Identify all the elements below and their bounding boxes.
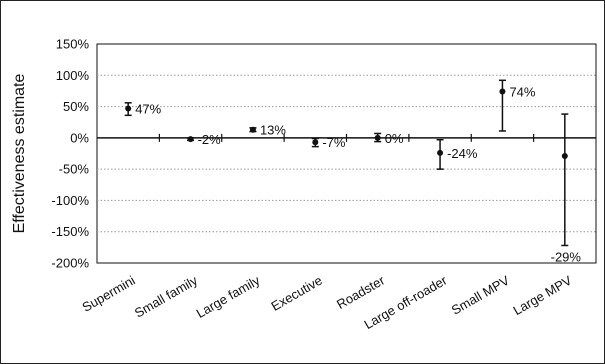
data-label: -24% (447, 146, 478, 161)
data-point (561, 153, 568, 160)
data-label: -7% (322, 135, 346, 150)
data-point (437, 149, 444, 156)
data-point (125, 105, 132, 112)
data-point (312, 139, 319, 146)
y-tick-label: 100% (56, 68, 90, 83)
category-label: Small MPV (449, 272, 512, 317)
category-label: Large family (194, 272, 263, 321)
category-label: Executive (268, 273, 324, 314)
category-label: Small family (132, 272, 201, 320)
y-tick-label: 50% (63, 99, 89, 114)
data-label: 0% (385, 131, 404, 146)
y-axis-label: Effectiveness estimate (11, 74, 28, 234)
data-label: 74% (509, 85, 535, 100)
data-point (187, 136, 194, 143)
y-tick-label: 0% (70, 130, 89, 145)
data-label: -2% (198, 132, 222, 147)
data-label: 13% (260, 123, 286, 138)
category-label: Supermini (79, 273, 137, 315)
data-point (249, 126, 256, 133)
y-tick-label: -100% (51, 193, 89, 208)
data-label: 47% (135, 101, 161, 116)
plot-area-border (96, 43, 597, 264)
data-point (499, 88, 506, 95)
category-label: Large MPV (510, 272, 574, 318)
y-tick-label: -200% (51, 256, 89, 271)
y-tick-label: -150% (51, 224, 89, 239)
category-label: Roadster (334, 272, 388, 312)
data-point (374, 134, 381, 141)
y-tick-label: -50% (59, 162, 90, 177)
y-tick-label: 150% (56, 37, 90, 52)
data-label: -29% (551, 249, 582, 264)
